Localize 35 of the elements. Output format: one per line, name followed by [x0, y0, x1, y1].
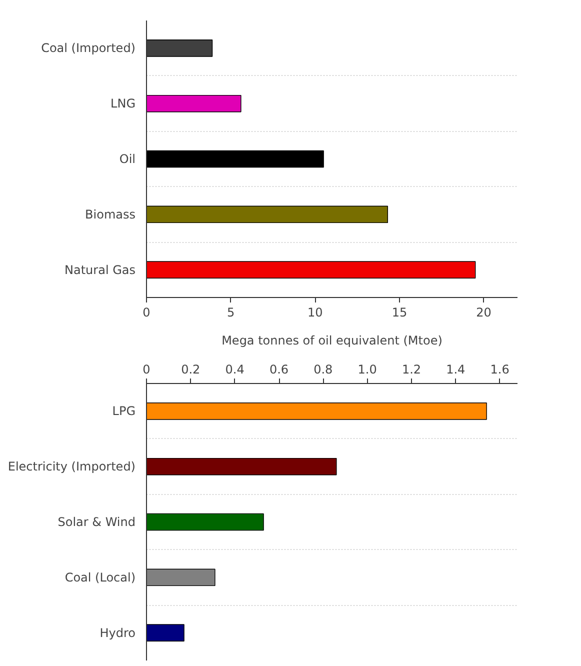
x2-tick-label: 0.6	[269, 362, 289, 376]
bar	[146, 402, 487, 420]
x2-tick-label: 1.6	[490, 362, 510, 376]
y-tick-label: Oil	[119, 152, 136, 166]
bar	[146, 94, 242, 112]
y-tick-label: Natural Gas	[64, 262, 136, 277]
y-tick-label: Coal (Imported)	[41, 41, 136, 56]
x-tick-label: 20	[476, 306, 492, 320]
x2-tick-label: 1.4	[446, 362, 466, 376]
x2-tick-label: 1.2	[402, 362, 422, 376]
x2-tick-label: 1.0	[358, 362, 377, 376]
y-tick-label: Biomass	[85, 207, 136, 222]
bar	[146, 624, 184, 642]
x-tick-label: 0	[142, 306, 150, 320]
bar	[146, 261, 476, 278]
x-tick-label: 15	[392, 306, 408, 320]
x2-tick-label: 0.4	[225, 362, 244, 376]
bar	[146, 206, 388, 224]
bar	[146, 458, 337, 476]
y-tick-label: Electricity (Imported)	[8, 460, 136, 474]
y-tick-label: Coal (Local)	[64, 570, 136, 584]
x2-tick-label: 0.2	[181, 362, 200, 376]
x-axis-title: Mega tonnes of oil equivalent (Mtoe)	[222, 334, 442, 348]
y-tick-label: Hydro	[100, 626, 136, 640]
y-tick-label: Solar & Wind	[58, 515, 136, 529]
x-tick-label: 5	[227, 306, 235, 320]
bar	[146, 568, 216, 586]
bar	[146, 150, 324, 168]
y-tick-label: LNG	[110, 96, 136, 111]
x-tick-label: 10	[308, 306, 323, 320]
x2-tick-label: 0.8	[314, 362, 333, 376]
y-tick-label: LPG	[112, 404, 136, 418]
bar	[146, 513, 264, 531]
x2-tick-label: 0	[142, 362, 150, 376]
bar	[146, 40, 213, 57]
